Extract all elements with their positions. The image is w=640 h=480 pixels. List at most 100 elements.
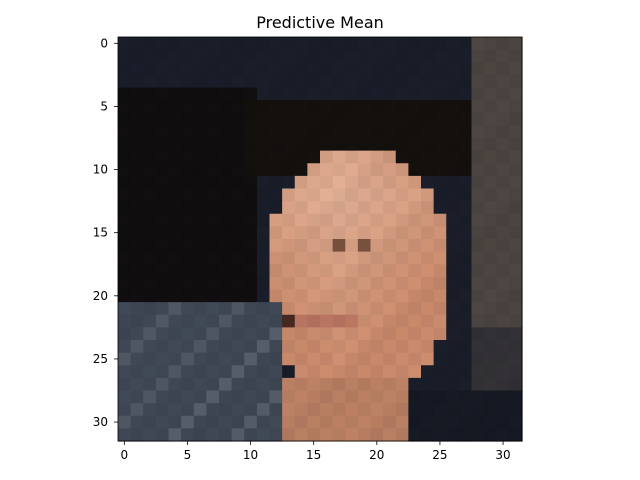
image-pixel <box>231 365 245 379</box>
image-pixel <box>244 163 258 177</box>
image-pixel <box>345 100 359 114</box>
image-pixel <box>143 201 157 215</box>
image-pixel <box>408 289 422 303</box>
image-pixel <box>206 188 220 202</box>
plot-title: Predictive Mean <box>256 13 384 32</box>
image-pixel <box>143 365 157 379</box>
image-pixel <box>130 138 144 152</box>
image-pixel <box>446 340 460 354</box>
y-axis: 0 5 10 15 20 25 30 <box>93 36 118 429</box>
image-pixel <box>168 175 182 190</box>
image-pixel <box>231 264 245 278</box>
image-pixel <box>269 276 283 291</box>
image-pixel <box>118 175 132 190</box>
image-pixel <box>357 226 372 240</box>
image-pixel <box>219 327 233 341</box>
image-pixel <box>471 390 485 404</box>
image-pixel <box>370 264 384 278</box>
image-pixel <box>395 340 409 354</box>
image-pixel <box>269 302 283 316</box>
image-pixel <box>471 403 485 417</box>
image-pixel <box>357 403 372 417</box>
image-pixel <box>269 62 283 76</box>
image-pixel <box>130 226 144 240</box>
image-pixel <box>206 352 220 366</box>
image-pixel <box>155 226 170 240</box>
image-pixel <box>118 201 132 215</box>
image-pixel <box>421 264 435 278</box>
image-pixel <box>421 138 435 152</box>
image-pixel <box>206 138 220 152</box>
image-pixel <box>155 415 170 429</box>
image-pixel <box>421 226 435 240</box>
image-pixel <box>206 201 220 215</box>
image-pixel <box>231 327 245 341</box>
image-pixel <box>206 49 220 63</box>
image-pixel <box>484 276 498 291</box>
image-pixel <box>509 251 523 265</box>
image-pixel <box>282 49 296 63</box>
image-pixel <box>256 264 271 278</box>
image-pixel <box>206 150 220 164</box>
image-pixel <box>357 74 372 89</box>
image-pixel <box>130 150 144 164</box>
image-pixel <box>509 264 523 278</box>
image-pixel <box>118 125 132 139</box>
image-pixel <box>484 302 498 316</box>
image-pixel <box>181 239 195 253</box>
image-pixel <box>307 87 321 101</box>
image-pixel <box>244 264 258 278</box>
image-pixel <box>484 100 498 114</box>
image-pixel <box>370 112 384 126</box>
image-pixel <box>471 138 485 152</box>
image-pixel <box>181 138 195 152</box>
image-pixel <box>231 125 245 139</box>
image-pixel <box>357 428 372 442</box>
image-pixel <box>155 428 170 442</box>
image-pixel <box>118 365 132 379</box>
image-pixel <box>282 314 296 328</box>
image-pixel <box>395 302 409 316</box>
image-pixel <box>320 327 334 341</box>
image-pixel <box>320 112 334 126</box>
image-pixel <box>357 125 372 139</box>
image-pixel <box>395 188 409 202</box>
image-pixel <box>244 415 258 429</box>
image-pixel <box>332 377 346 392</box>
x-tick-label: 25 <box>432 448 447 462</box>
image-pixel <box>370 37 384 51</box>
image-pixel <box>421 302 435 316</box>
image-pixel <box>193 226 207 240</box>
image-pixel <box>294 365 308 379</box>
image-pixel <box>408 264 422 278</box>
image-pixel <box>193 428 207 442</box>
image-pixel <box>408 125 422 139</box>
image-pixel <box>345 428 359 442</box>
image-pixel <box>193 125 207 139</box>
image-pixel <box>408 138 422 152</box>
image-pixel <box>320 49 334 63</box>
image-pixel <box>446 239 460 253</box>
image-pixel <box>433 175 447 190</box>
image-pixel <box>193 251 207 265</box>
image-pixel <box>433 239 447 253</box>
image-pixel <box>282 428 296 442</box>
image-pixel <box>370 403 384 417</box>
image-pixel <box>256 138 271 152</box>
image-pixel <box>307 264 321 278</box>
image-pixel <box>206 175 220 190</box>
image-pixel <box>421 377 435 392</box>
image-pixel <box>458 239 473 253</box>
image-pixel <box>143 251 157 265</box>
image-pixel <box>408 428 422 442</box>
image-pixel <box>168 37 182 51</box>
image-pixel <box>307 138 321 152</box>
image-pixel <box>231 74 245 89</box>
image-pixel <box>458 403 473 417</box>
image-pixel <box>458 377 473 392</box>
image-pixel <box>181 251 195 265</box>
image-pixel <box>458 37 473 51</box>
image-pixel <box>130 251 144 265</box>
image-pixel <box>206 428 220 442</box>
image-pixel <box>357 49 372 63</box>
